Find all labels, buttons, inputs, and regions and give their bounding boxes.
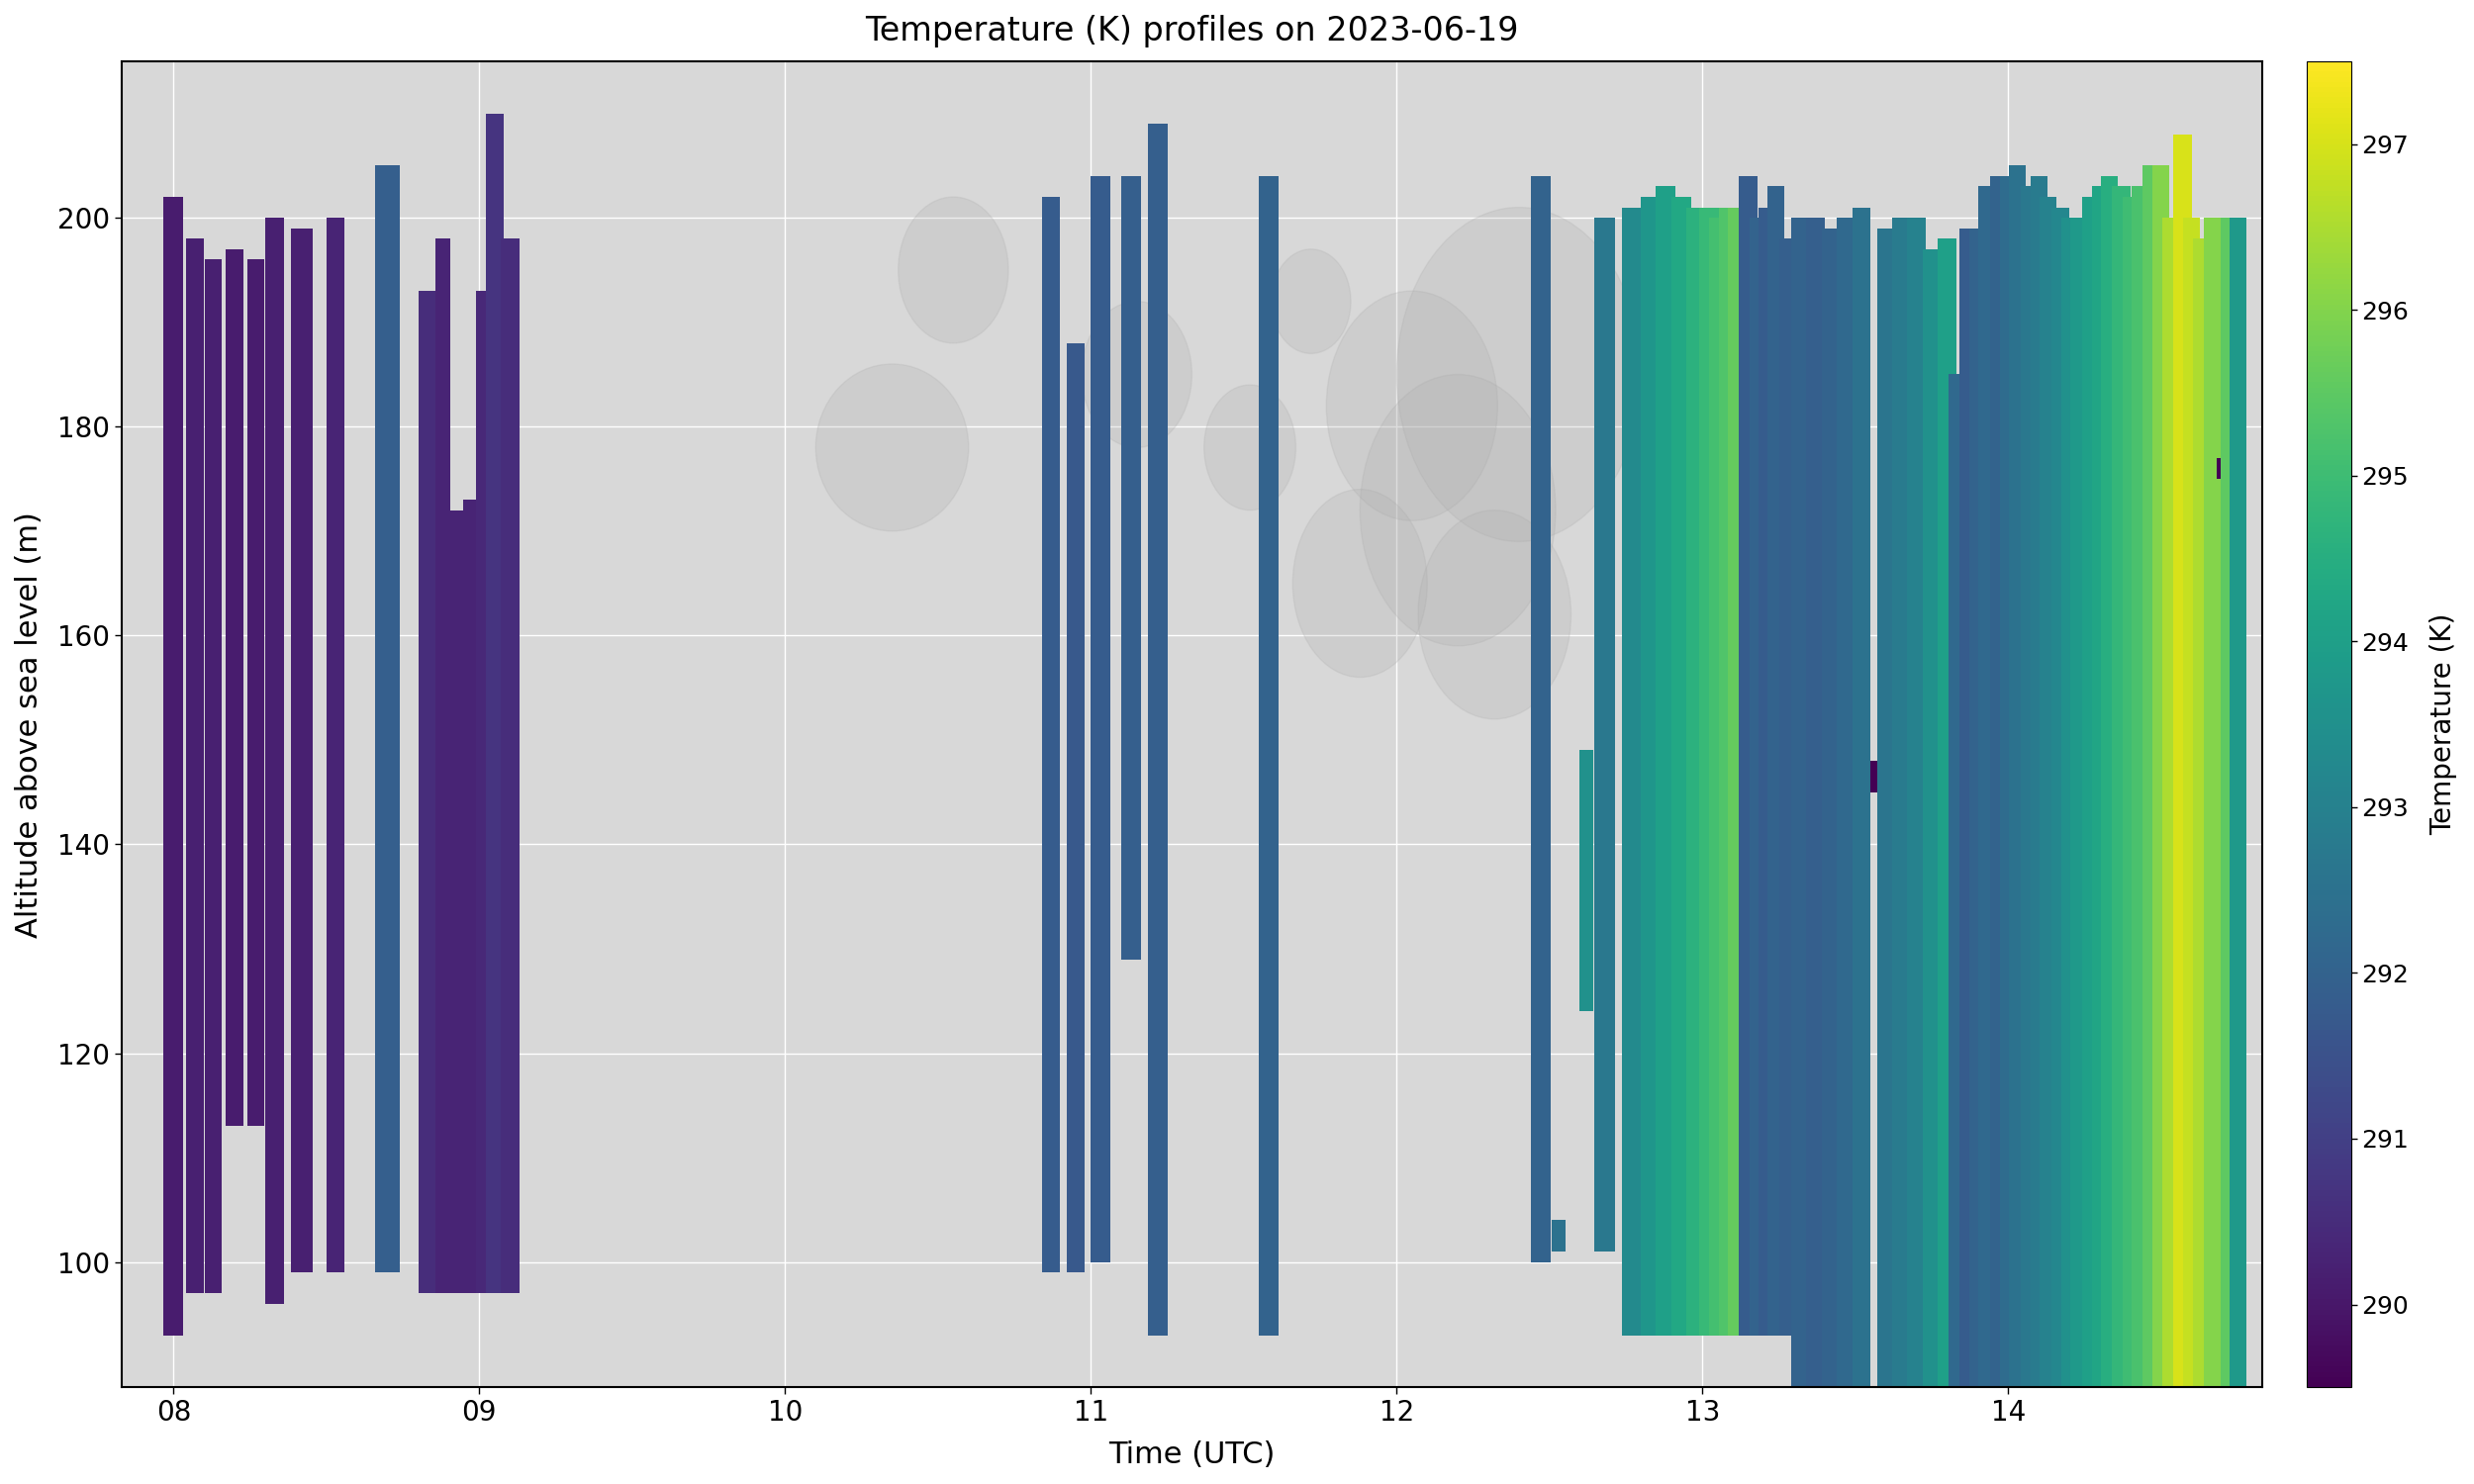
Ellipse shape: [1081, 301, 1192, 448]
Bar: [2051, 208, 2068, 1419]
Bar: [1907, 218, 1925, 1419]
Ellipse shape: [1361, 374, 1556, 646]
Bar: [1578, 751, 1593, 1012]
Bar: [2152, 166, 2170, 1419]
X-axis label: Time (UTC): Time (UTC): [1108, 1441, 1274, 1469]
Bar: [163, 197, 183, 1336]
Bar: [2229, 218, 2246, 1419]
Bar: [2123, 197, 2140, 1419]
Bar: [1979, 187, 1997, 1419]
Bar: [1806, 218, 1826, 1419]
Bar: [1727, 208, 1744, 1336]
Bar: [1042, 197, 1061, 1272]
Bar: [247, 260, 265, 1126]
Y-axis label: Temperature (K): Temperature (K): [2429, 613, 2457, 835]
Bar: [1989, 177, 2009, 1419]
Bar: [2192, 239, 2209, 1419]
Bar: [1655, 187, 1675, 1336]
Bar: [1687, 208, 1707, 1336]
Bar: [2031, 177, 2048, 1419]
Bar: [205, 260, 223, 1294]
Bar: [2133, 187, 2147, 1419]
Ellipse shape: [1418, 510, 1571, 720]
Bar: [1719, 208, 1734, 1336]
Bar: [1853, 208, 1870, 1419]
Bar: [463, 500, 477, 1294]
Title: Temperature (K) profiles on 2023-06-19: Temperature (K) profiles on 2023-06-19: [866, 15, 1519, 47]
Bar: [1878, 229, 1895, 1419]
Bar: [1640, 197, 1660, 1336]
Ellipse shape: [1326, 291, 1497, 521]
Bar: [1596, 218, 1616, 1251]
Bar: [2081, 197, 2100, 1419]
Bar: [2204, 218, 2222, 1419]
Bar: [2039, 197, 2056, 1419]
Bar: [2100, 177, 2118, 1419]
Bar: [2222, 218, 2236, 1419]
Bar: [1759, 208, 1776, 1336]
Bar: [1922, 249, 1942, 1419]
Bar: [1838, 218, 1856, 1419]
Bar: [1893, 218, 1910, 1419]
Ellipse shape: [898, 197, 1009, 343]
Bar: [1623, 208, 1643, 1336]
Bar: [265, 218, 285, 1304]
Bar: [2185, 218, 2199, 1419]
Bar: [1821, 229, 1841, 1419]
Bar: [1531, 177, 1551, 1261]
Ellipse shape: [1294, 490, 1427, 677]
Bar: [1739, 177, 1757, 1336]
Bar: [2162, 218, 2180, 1419]
Bar: [2061, 218, 2078, 1419]
Bar: [435, 239, 450, 1294]
Bar: [1710, 218, 1727, 1336]
Bar: [327, 218, 344, 1272]
Ellipse shape: [1272, 249, 1351, 353]
Bar: [1766, 187, 1784, 1336]
Bar: [2217, 459, 2227, 479]
Bar: [2175, 134, 2192, 1419]
Bar: [477, 291, 495, 1294]
Bar: [500, 239, 520, 1294]
Bar: [1670, 197, 1692, 1336]
Bar: [1779, 239, 1796, 1336]
Ellipse shape: [1205, 384, 1296, 510]
Bar: [1066, 343, 1084, 1272]
Y-axis label: Altitude above sea level (m): Altitude above sea level (m): [15, 510, 45, 938]
Bar: [1121, 177, 1141, 959]
Bar: [1969, 229, 1987, 1419]
Bar: [1959, 229, 1977, 1419]
Bar: [485, 113, 505, 1294]
Bar: [376, 166, 401, 1272]
Bar: [186, 239, 205, 1294]
Bar: [1091, 177, 1111, 1261]
Bar: [1937, 239, 1957, 1419]
Ellipse shape: [816, 364, 970, 531]
Bar: [1999, 177, 2016, 1419]
Ellipse shape: [1398, 208, 1640, 542]
Bar: [1870, 761, 1883, 792]
Bar: [292, 229, 312, 1272]
Bar: [2009, 166, 2026, 1419]
Bar: [1148, 123, 1168, 1336]
Bar: [2091, 187, 2108, 1419]
Bar: [1259, 177, 1279, 1336]
Bar: [2113, 187, 2130, 1419]
Bar: [2071, 218, 2088, 1419]
Bar: [1551, 1220, 1566, 1251]
Bar: [225, 249, 245, 1126]
Bar: [418, 291, 435, 1294]
Bar: [2142, 166, 2162, 1419]
Bar: [1749, 218, 1766, 1336]
Bar: [2021, 187, 2039, 1419]
Bar: [1700, 208, 1719, 1336]
Bar: [1791, 218, 1808, 1419]
Bar: [1950, 374, 1964, 1419]
Bar: [450, 510, 465, 1294]
